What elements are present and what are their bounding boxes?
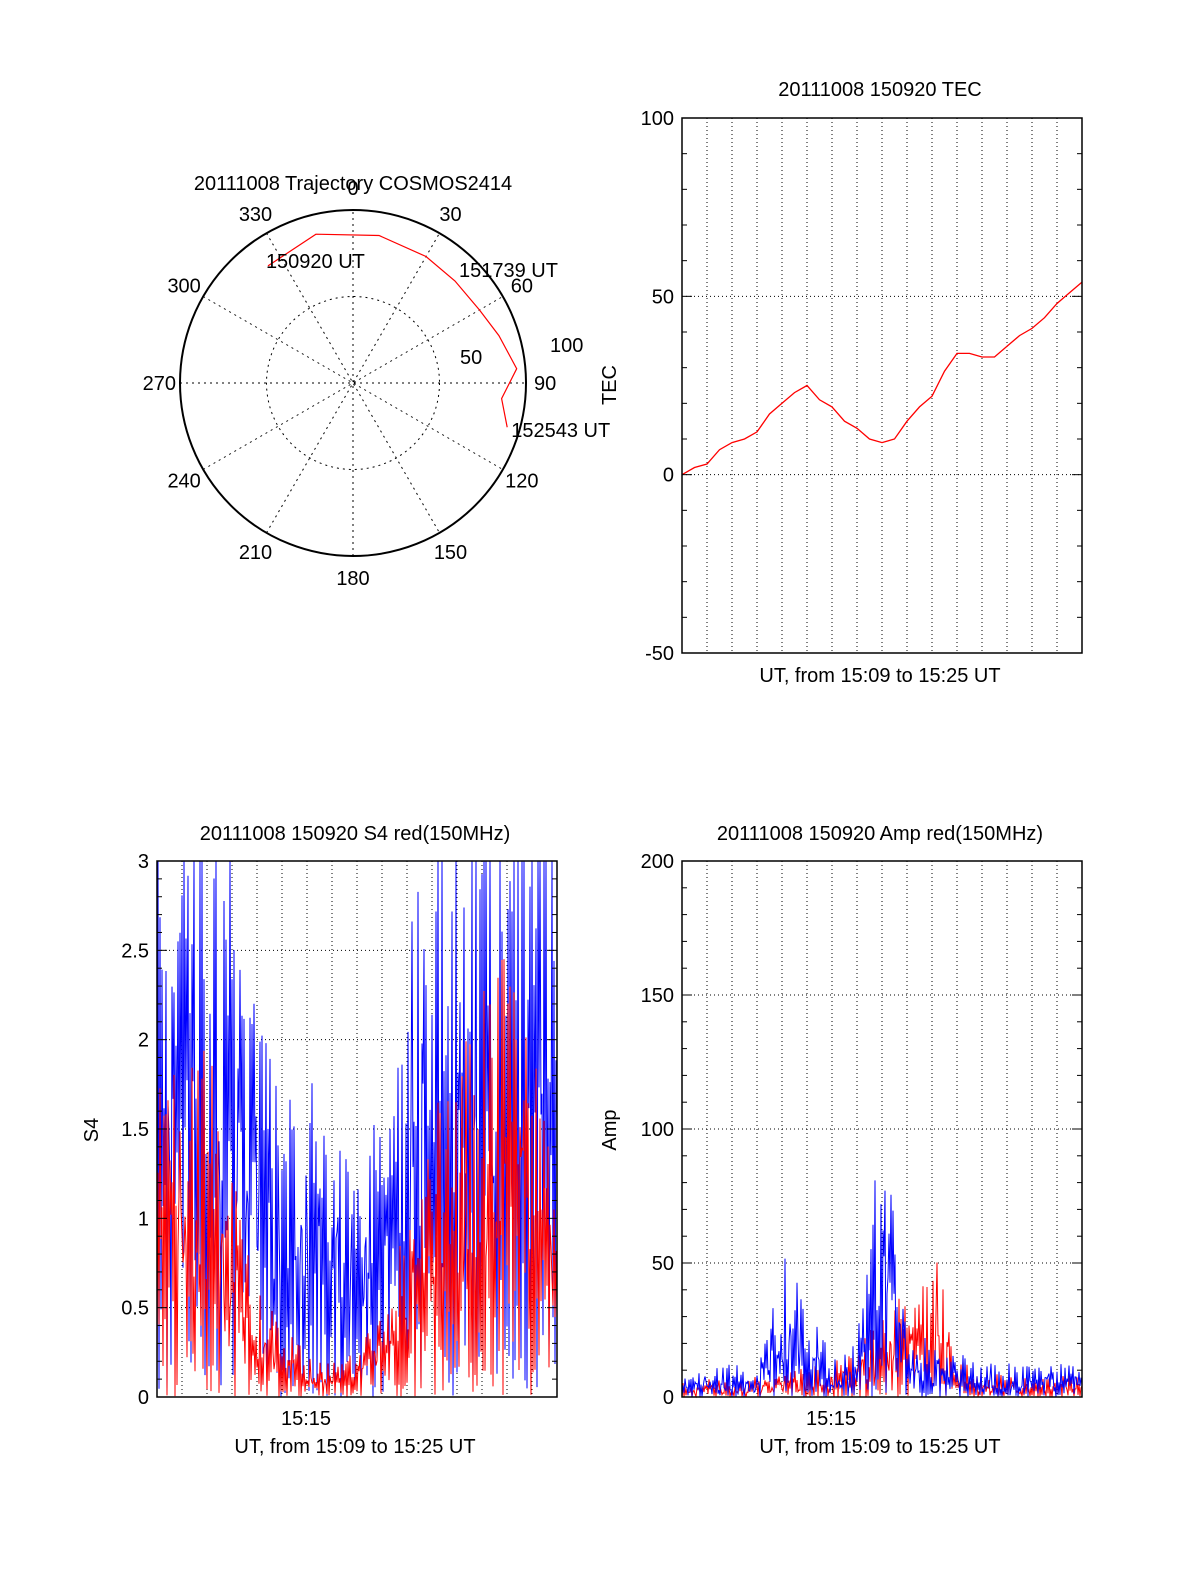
tec-title: 20111008 150920 TEC (778, 79, 982, 101)
tec-xlabel: UT, from 15:09 to 15:25 UT (759, 665, 1000, 687)
s4-plot-series-0 (156, 860, 558, 1398)
amp-plot-ytick-label: 200 (641, 851, 674, 873)
tec-plot-series-0 (681, 281, 1083, 476)
polar-outer-circle (179, 209, 527, 557)
polar-angle-label-270: 270 (143, 373, 176, 395)
polar-angle-label-90: 90 (534, 373, 556, 395)
s4-plot-ytick-label: 1 (138, 1208, 149, 1230)
s4-plot-ytick-label: 3 (138, 851, 149, 873)
polar-chart: 20111008 Trajectory COSMOS2414 0 30 60 90 12… (143, 173, 611, 590)
amp-plot-ytick-label: 100 (641, 1119, 674, 1141)
s4-plot-ytick-label: 2 (138, 1030, 149, 1052)
polar-angle-label-330: 330 (239, 204, 272, 226)
s4-plot-ytick-label: 0 (138, 1387, 149, 1409)
polar-angle-label-240: 240 (167, 471, 200, 493)
amp-xtick-1515: 15:15 (806, 1408, 856, 1430)
polar-angle-labels: 0 30 60 90 120 150 180 210 240 270 300 330 (143, 178, 557, 590)
s4-title: 20111008 150920 S4 red(150MHz) (200, 823, 511, 845)
tec-plot-ytick-label: 100 (641, 108, 674, 130)
polar-spoke-120 (202, 296, 504, 470)
tec-ylabel: TEC (599, 365, 621, 405)
polar-point-label: 150920 UT (266, 251, 365, 273)
amp-plot-area: 0 50 100 150 200 (641, 851, 1083, 1409)
polar-angle-label-180: 180 (336, 568, 369, 590)
polar-ring-50 (266, 296, 440, 470)
polar-angle-label-300: 300 (167, 276, 200, 298)
amp-plot-ytick-label: 50 (652, 1253, 674, 1275)
polar-angle-label-150: 150 (434, 542, 467, 564)
tec-plot-ytick-label: -50 (645, 643, 674, 665)
s4-chart: 20111008 150920 S4 red(150MHz) S4 15:15 … (81, 823, 558, 1458)
polar-angle-label-120: 120 (505, 471, 538, 493)
polar-spoke-30 (266, 232, 440, 534)
tec-plot-ytick-label: 0 (663, 465, 674, 487)
amp-plot-ytick-label: 0 (663, 1387, 674, 1409)
polar-angle-label-60: 60 (511, 276, 533, 298)
polar-title: 20111008 Trajectory COSMOS2414 (194, 173, 512, 195)
polar-grid (180, 210, 526, 556)
s4-plot-ytick-label: 1.5 (121, 1119, 149, 1141)
polar-trajectory-line (267, 233, 518, 428)
polar-radius-label-100: 100 (550, 335, 583, 357)
polar-trajectory: 150920 UT 151739 UT 152543 UT (266, 233, 610, 442)
polar-point-label: 151739 UT (459, 260, 558, 282)
s4-xtick-1515: 15:15 (281, 1408, 331, 1430)
s4-plot-series-1 (156, 959, 558, 1398)
amp-plot-ytick-label: 150 (641, 985, 674, 1007)
polar-angle-label-30: 30 (439, 204, 461, 226)
tec-plot-frame (681, 117, 1083, 654)
polar-spoke-150 (266, 232, 440, 534)
amp-chart: 20111008 150920 Amp red(150MHz) Amp 15:1… (599, 823, 1083, 1458)
polar-radius-label-50: 50 (460, 347, 482, 369)
s4-plot-area: 0 0.5 1 1.5 2 2.5 3 (121, 851, 558, 1409)
s4-ylabel: S4 (81, 1118, 103, 1142)
tec-plot-ytick-label: 50 (652, 286, 674, 308)
polar-angle-label-210: 210 (239, 542, 272, 564)
tec-plot-area: -50 0 50 100 (641, 108, 1083, 665)
amp-xlabel: UT, from 15:09 to 15:25 UT (759, 1436, 1000, 1458)
amp-title: 20111008 150920 Amp red(150MHz) (717, 823, 1043, 845)
s4-plot-ytick-label: 0.5 (121, 1298, 149, 1320)
s4-plot-ytick-label: 2.5 (121, 940, 149, 962)
amp-plot-series-1 (681, 1180, 1083, 1398)
tec-chart: 20111008 150920 TEC TEC UT, from 15:09 t… (599, 79, 1083, 687)
amp-ylabel: Amp (599, 1109, 621, 1150)
polar-angle-label-0: 0 (347, 178, 358, 200)
s4-xlabel: UT, from 15:09 to 15:25 UT (234, 1436, 475, 1458)
polar-spoke-60 (202, 296, 504, 470)
polar-point-label: 152543 UT (511, 420, 610, 442)
